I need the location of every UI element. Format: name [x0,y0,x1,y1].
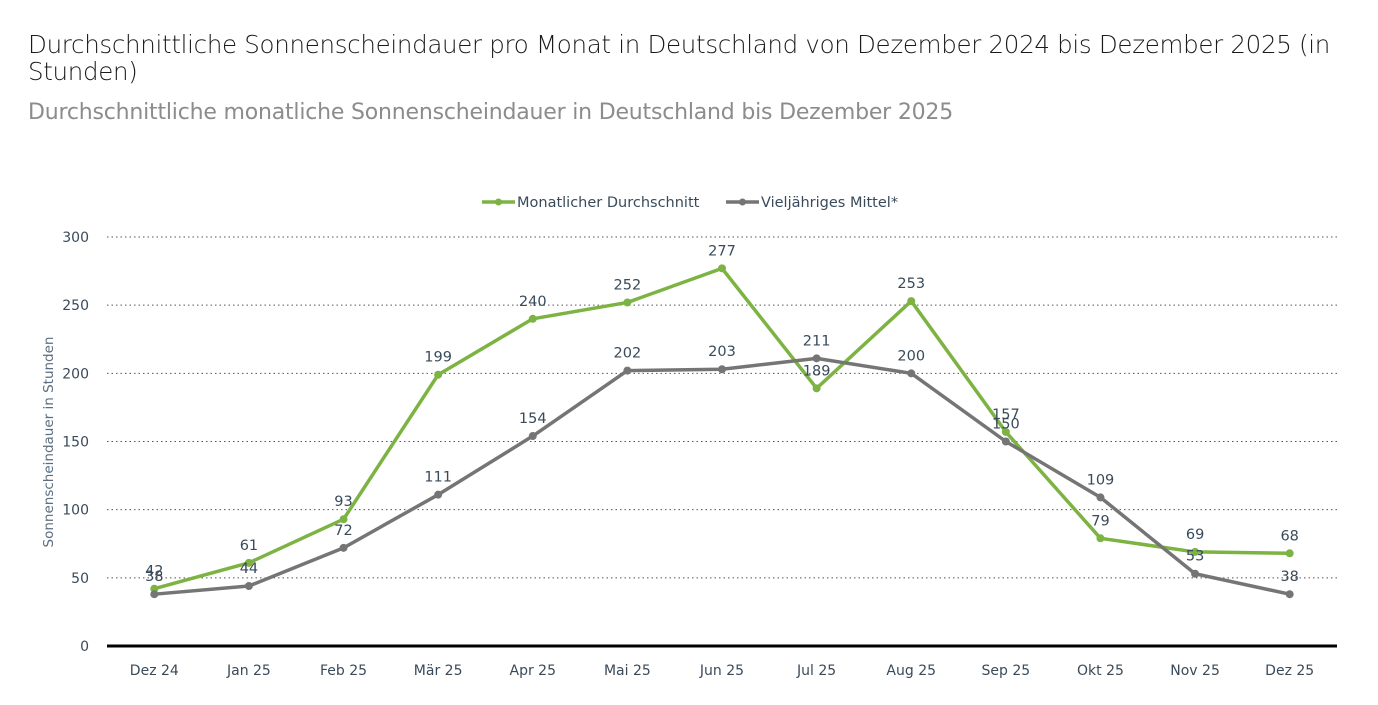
data-point[interactable] [339,515,348,524]
data-label: 109 [1087,472,1115,488]
data-point[interactable] [907,369,916,378]
y-tick-label: 0 [80,639,89,655]
legend-marker [495,198,502,206]
series-line-1 [154,356,1291,596]
data-point[interactable] [1191,547,1200,556]
data-point[interactable] [1191,569,1200,578]
data-label: 253 [897,276,925,292]
data-label: 68 [1280,528,1298,544]
data-label: 69 [1186,527,1204,543]
data-point[interactable] [434,490,443,499]
x-tick-label: Jul 25 [796,663,836,679]
chart-title: Durchschnittliche Sonnenscheindauer pro … [28,30,1331,86]
x-tick-label: Aug 25 [886,663,936,679]
data-label: 72 [334,523,352,539]
data-label: 157 [992,407,1020,423]
legend-label: Monatlicher Durchschnitt [517,195,700,211]
x-tick-label: Mär 25 [414,663,463,679]
data-label: 38 [1280,569,1298,585]
data-point[interactable] [1001,427,1010,436]
data-point[interactable] [1096,534,1105,543]
data-label: 203 [708,344,736,360]
data-point[interactable] [434,370,443,379]
y-tick-label: 300 [62,230,89,246]
data-label: 252 [614,277,642,293]
legend-marker [739,198,746,206]
data-label: 189 [803,363,831,379]
data-label: 93 [334,494,352,510]
chart-subtitle: Durchschnittliche monatliche Sonnenschei… [28,100,954,125]
legend-label: Vieljähriges Mittel* [761,195,898,211]
y-axis-label: Sonnenscheindauer in Stunden [41,337,57,548]
data-labels: 42 61 93 199 240 252 277 189 253 157 79 69 68 38 44 72 1… [145,243,1299,585]
x-tick-label: Jun 25 [699,663,744,679]
data-point[interactable] [718,365,726,374]
legend: Monatlicher Durchschnitt Vieljähriges Mit… [482,195,898,211]
x-tick-label: Jan 25 [226,663,271,679]
y-tick-label: 100 [62,503,89,519]
data-point[interactable] [907,297,916,306]
data-point[interactable] [528,432,537,441]
data-point[interactable] [1096,493,1105,502]
data-label: 44 [240,561,258,577]
data-label: 211 [803,333,831,349]
x-tick-label: Okt 25 [1077,663,1124,679]
data-point[interactable] [718,264,726,273]
legend-item-0[interactable]: Monatlicher Durchschnitt [482,195,700,211]
x-tick-label: Dez 24 [130,663,179,679]
data-label: 200 [897,348,925,364]
x-tick-label: Sep 25 [982,663,1031,679]
data-label: 42 [145,564,163,580]
x-tick-label: Mai 25 [604,663,651,679]
y-tick-label: 200 [62,366,89,382]
x-tick-label: Feb 25 [320,663,367,679]
data-label: 53 [1186,549,1204,565]
x-tick-label: Apr 25 [510,663,556,679]
data-point[interactable] [1001,437,1010,446]
data-point[interactable] [244,582,253,591]
data-label: 150 [992,417,1020,433]
data-point[interactable] [150,590,159,599]
data-point[interactable] [1285,590,1294,599]
data-label: 38 [145,569,163,585]
y-tick-label: 150 [62,435,89,451]
y-tick-label: 50 [71,571,89,587]
y-tick-label: 250 [62,298,89,314]
x-tick-label: Nov 25 [1170,663,1220,679]
data-point[interactable] [623,366,632,375]
series-line-0 [153,266,1290,591]
data-point[interactable] [812,384,821,393]
x-tick-label: Dez 25 [1265,663,1314,679]
data-point[interactable] [244,558,253,567]
y-axis-ticks: 0 50 100 150 200 250 300 [62,230,89,655]
data-label: 61 [240,538,258,554]
legend-item-1[interactable]: Vieljähriges Mittel* [726,195,898,211]
data-point[interactable] [1285,549,1294,558]
data-point[interactable] [528,314,537,323]
data-label: 79 [1091,513,1109,529]
data-label: 277 [708,243,736,259]
data-label: 199 [424,350,452,366]
x-axis-labels: Dez 24 Jan 25 Feb 25 Mär 25 Apr 25 Mai 25 Jun … [130,663,1314,679]
gridlines [107,236,1337,579]
data-label: 202 [614,346,642,362]
data-point[interactable] [339,543,348,552]
data-label: 111 [424,470,452,486]
data-label: 240 [519,294,547,310]
data-point[interactable] [623,298,632,307]
data-label: 154 [519,411,547,427]
series-lines [150,264,1294,599]
data-point[interactable] [812,354,821,363]
